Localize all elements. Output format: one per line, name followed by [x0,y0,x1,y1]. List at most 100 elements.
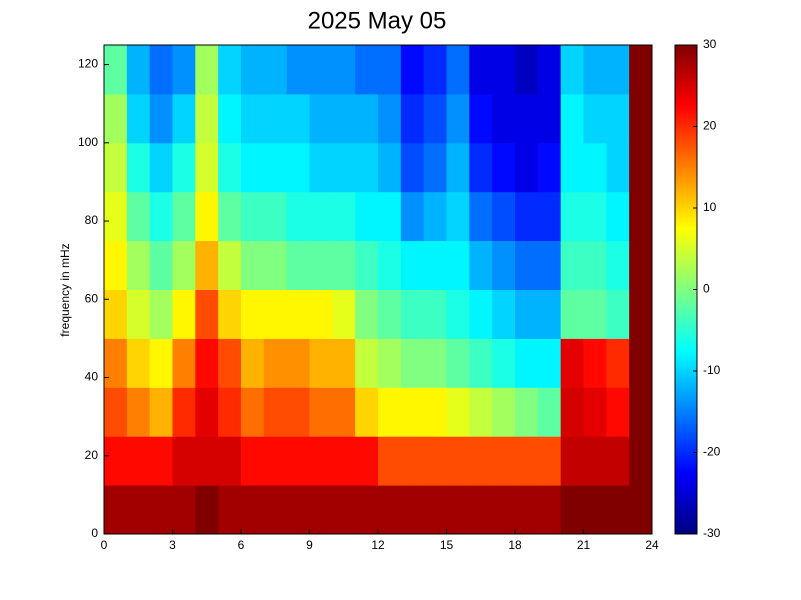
heatmap-cell [286,485,310,535]
heatmap-cell [378,387,402,437]
x-tick-label: 24 [645,538,659,552]
colorbar-tick-label: 10 [703,200,717,214]
heatmap-cell [104,240,128,290]
heatmap-cell [286,240,310,290]
heatmap-cell [400,338,425,388]
colorbar-tick-label: -30 [703,526,721,540]
heatmap-cell [606,485,630,535]
heatmap-cell [332,142,356,193]
heatmap-cell [172,289,196,339]
y-axis-label: frequency in mHz [58,243,72,336]
heatmap-cell [263,93,288,144]
heatmap-cell [469,387,493,437]
heatmap-cell [332,338,356,388]
y-tick-label: 80 [85,213,99,227]
heatmap-cell [560,191,584,242]
heatmap-cell [309,436,333,486]
heatmap-cell [560,142,584,193]
heatmap-cell [446,338,470,388]
heatmap-cell [263,338,288,388]
heatmap-cell [629,142,653,193]
heatmap-cell [218,45,242,95]
heatmap-cells [104,45,653,535]
heatmap-cell [583,240,607,290]
heatmap-cell [469,93,493,144]
heatmap-cell [263,191,288,242]
heatmap-cell [309,485,333,535]
heatmap-cell [332,387,356,437]
heatmap-cell [309,142,333,193]
heatmap-cell [241,240,265,290]
heatmap-cell [241,45,265,95]
heatmap-cell [195,289,219,339]
heatmap-cell [560,240,584,290]
heatmap-cell [423,387,447,437]
heatmap-cell [309,45,333,95]
heatmap-cell [149,387,173,437]
heatmap-cell [218,142,242,193]
heatmap-cell [606,240,630,290]
heatmap-cell [104,191,128,242]
heatmap-cell [241,191,265,242]
heatmap-cell [560,93,584,144]
heatmap-cell [537,289,562,339]
heatmap-cell [446,436,470,486]
heatmap-cell [332,93,356,144]
heatmap-cell [126,191,151,242]
heatmap-cell [126,289,151,339]
heatmap-cell [423,45,447,95]
heatmap-cell [149,142,173,193]
heatmap-cell [332,289,356,339]
heatmap-cell [469,142,493,193]
heatmap-cell [104,45,128,95]
heatmap-cell [515,289,539,339]
heatmap-cell [172,485,196,535]
heatmap-cell [537,485,562,535]
heatmap-cell [537,142,562,193]
heatmap-cell [629,240,653,290]
heatmap-cell [400,93,425,144]
heatmap-cell [446,240,470,290]
heatmap-cell [469,191,493,242]
heatmap-cell [560,387,584,437]
heatmap-cell [515,240,539,290]
heatmap-cell [378,191,402,242]
heatmap-cell [446,485,470,535]
heatmap-cell [195,142,219,193]
heatmap-cell [629,45,653,95]
heatmap-cell [629,93,653,144]
heatmap-cell [126,436,151,486]
heatmap-cell [263,289,288,339]
colorbar-tick-label: 0 [703,282,710,296]
heatmap-cell [241,387,265,437]
heatmap-cell [104,338,128,388]
heatmap-cell [195,240,219,290]
heatmap-cell [469,436,493,486]
heatmap-cell [469,45,493,95]
colorbar-tick-label: 30 [703,37,717,51]
heatmap-cell [309,240,333,290]
heatmap-cell [149,485,173,535]
heatmap-cell [286,191,310,242]
heatmap-cell [378,338,402,388]
heatmap-cell [332,436,356,486]
heatmap-cell [400,436,425,486]
heatmap-cell [309,338,333,388]
heatmap-cell [126,142,151,193]
heatmap-cell [195,485,219,535]
heatmap-cell [218,436,242,486]
heatmap-cell [583,45,607,95]
heatmap-cell [606,338,630,388]
heatmap-cell [606,93,630,144]
heatmap-cell [560,289,584,339]
heatmap-cell [400,485,425,535]
heatmap-cell [126,485,151,535]
heatmap-cell [172,93,196,144]
heatmap-cell [241,142,265,193]
x-tick-label: 12 [371,538,385,552]
heatmap-cell [309,289,333,339]
heatmap-cell [126,387,151,437]
heatmap-cell [515,142,539,193]
heatmap-cell [446,387,470,437]
heatmap-cell [126,240,151,290]
